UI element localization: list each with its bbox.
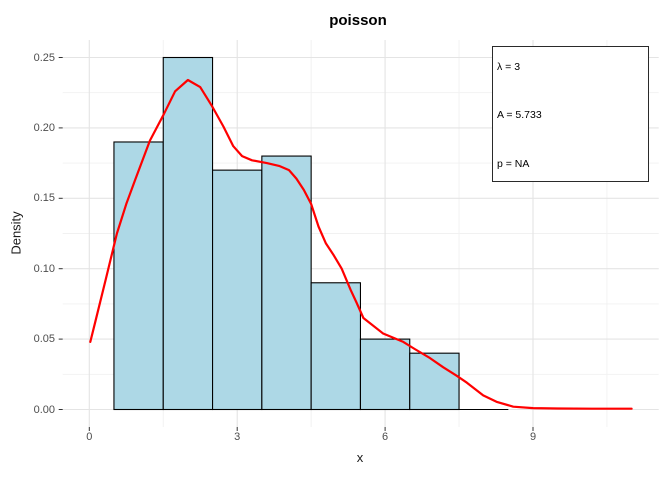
histogram-bar [261,155,312,411]
histogram-bar [409,352,460,411]
y-tick-label-0.05: 0.05 [33,333,55,346]
histogram-bar [162,56,214,411]
histogram-bar [310,282,361,411]
x-tick-label-3: 3 [234,431,241,443]
annotation-lambda: λ = 3 [497,61,521,73]
annotation-area: A = 5.733 [497,109,542,121]
histogram-bar [212,169,263,411]
y-tick-label-0.10: 0.10 [33,262,55,275]
histogram-bar [359,338,411,411]
y-tick-label-0.15: 0.15 [33,192,55,205]
plot-title: poisson [329,12,387,29]
x-axis-title: x [356,450,364,465]
y-tick-label-0.25: 0.25 [33,51,55,64]
histogram-bar [113,141,164,411]
y-tick-label-0.20: 0.20 [33,121,55,134]
density-curve [89,78,633,410]
y-tick-label-0.00: 0.00 [33,403,55,416]
x-tick-label-9: 9 [529,431,537,443]
y-axis-title: Density [8,211,24,255]
x-tick-label-0: 0 [86,431,93,443]
annotation-box [492,46,649,182]
x-tick-label-6: 6 [382,431,389,443]
annotation-p: p = NA [497,158,530,170]
